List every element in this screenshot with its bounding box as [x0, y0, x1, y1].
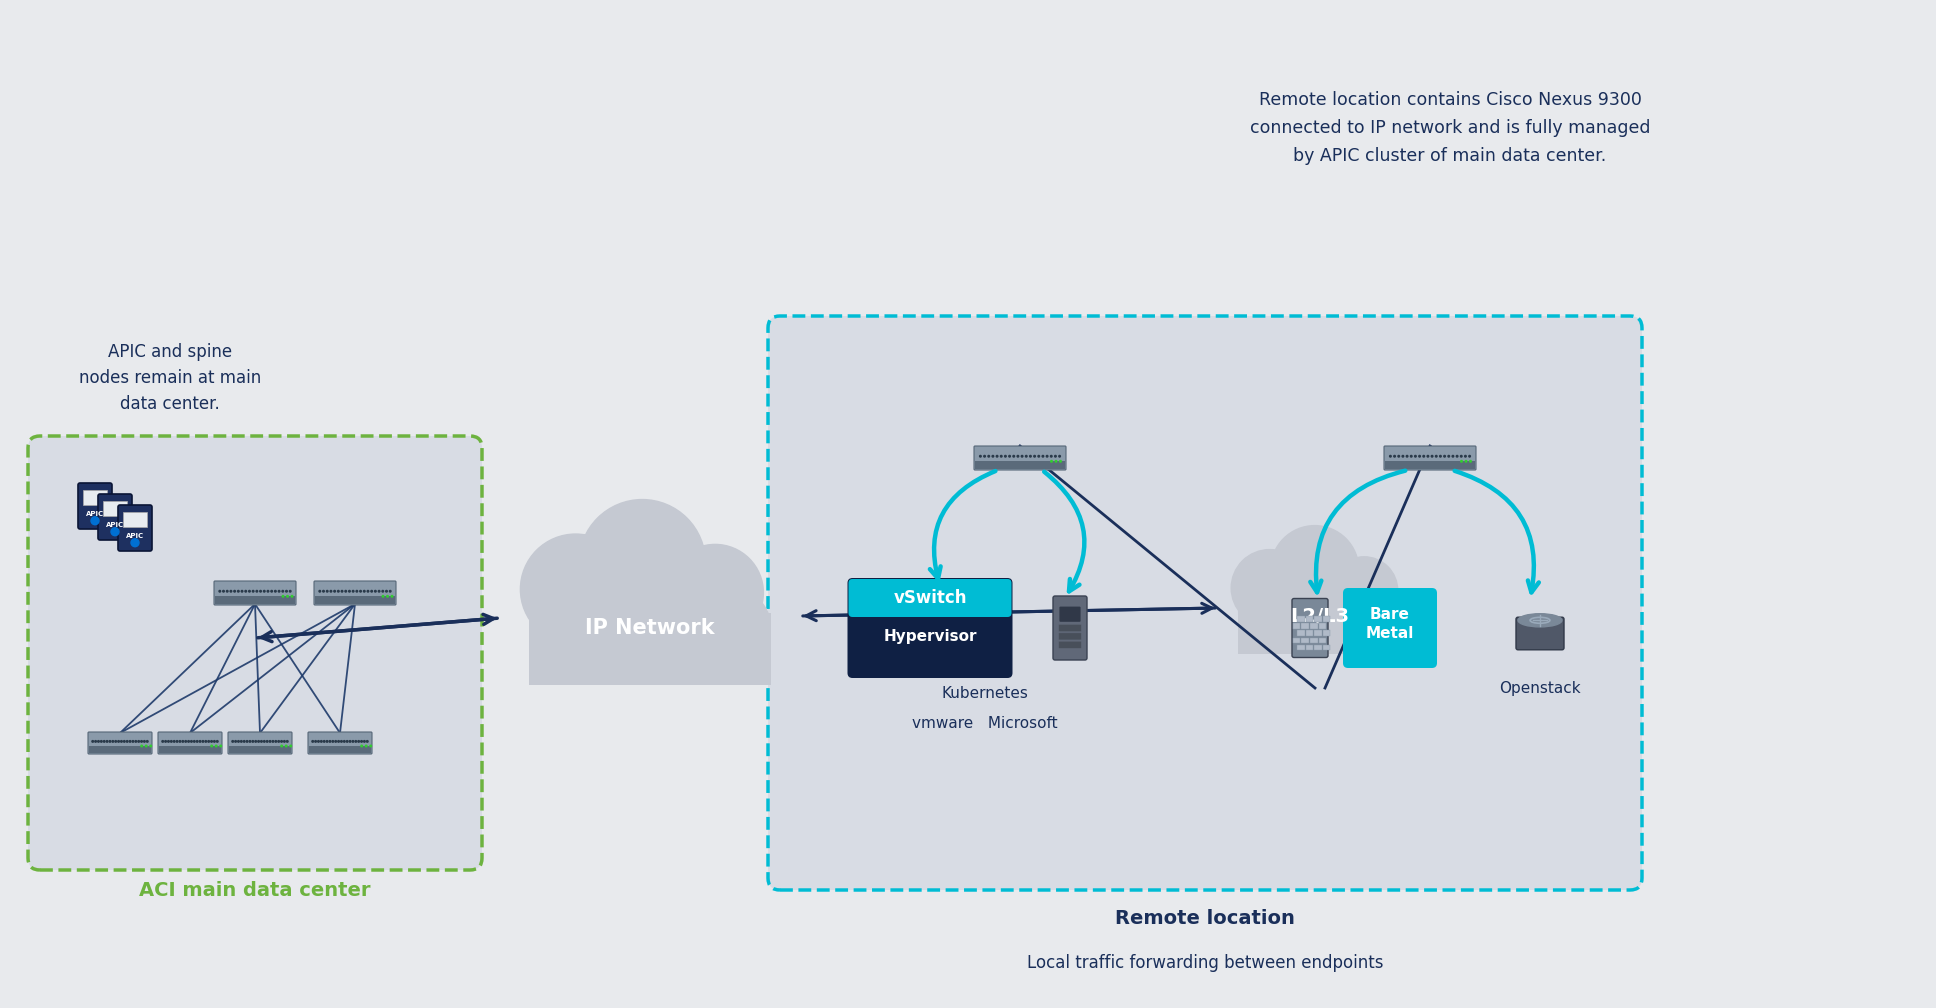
Circle shape	[1270, 525, 1359, 614]
FancyBboxPatch shape	[1311, 623, 1318, 629]
FancyBboxPatch shape	[848, 579, 1011, 617]
Circle shape	[110, 528, 118, 535]
FancyBboxPatch shape	[1315, 645, 1322, 650]
FancyBboxPatch shape	[1384, 446, 1475, 470]
FancyBboxPatch shape	[1318, 638, 1326, 643]
Circle shape	[521, 534, 631, 644]
FancyBboxPatch shape	[1322, 630, 1330, 636]
Text: Kubernetes: Kubernetes	[941, 685, 1028, 701]
Text: Remote location: Remote location	[1115, 908, 1295, 927]
FancyBboxPatch shape	[1297, 645, 1305, 650]
FancyBboxPatch shape	[316, 597, 395, 604]
Ellipse shape	[1518, 614, 1562, 627]
Ellipse shape	[1239, 572, 1402, 652]
Text: Local traffic forwarding between endpoints: Local traffic forwarding between endpoin…	[1026, 954, 1382, 972]
FancyBboxPatch shape	[1291, 599, 1328, 657]
FancyBboxPatch shape	[77, 483, 112, 529]
FancyBboxPatch shape	[1305, 645, 1313, 650]
FancyBboxPatch shape	[1297, 616, 1305, 622]
FancyBboxPatch shape	[1239, 605, 1402, 654]
FancyBboxPatch shape	[1301, 623, 1309, 629]
FancyBboxPatch shape	[159, 746, 221, 753]
Circle shape	[579, 500, 705, 626]
Text: vSwitch: vSwitch	[892, 589, 966, 607]
FancyBboxPatch shape	[1315, 616, 1322, 622]
FancyBboxPatch shape	[122, 512, 147, 527]
FancyBboxPatch shape	[1053, 596, 1086, 660]
FancyBboxPatch shape	[1516, 617, 1564, 650]
FancyBboxPatch shape	[308, 732, 372, 754]
FancyBboxPatch shape	[1301, 638, 1309, 643]
Text: Bare
Metal: Bare Metal	[1365, 607, 1413, 641]
FancyBboxPatch shape	[99, 494, 132, 540]
Text: APIC: APIC	[126, 532, 143, 538]
FancyBboxPatch shape	[314, 581, 397, 605]
FancyBboxPatch shape	[159, 732, 223, 754]
FancyBboxPatch shape	[1322, 616, 1330, 622]
FancyBboxPatch shape	[1384, 462, 1475, 469]
FancyBboxPatch shape	[1293, 638, 1301, 643]
Text: vmware   Microsoft: vmware Microsoft	[912, 716, 1057, 731]
FancyBboxPatch shape	[215, 581, 296, 605]
FancyBboxPatch shape	[83, 490, 106, 505]
Circle shape	[1330, 556, 1398, 624]
Text: APIC and spine
nodes remain at main
data center.: APIC and spine nodes remain at main data…	[79, 343, 261, 413]
FancyBboxPatch shape	[87, 732, 153, 754]
Ellipse shape	[530, 566, 771, 681]
FancyBboxPatch shape	[976, 462, 1065, 469]
Circle shape	[91, 517, 99, 525]
Text: ACI main data center: ACI main data center	[139, 881, 372, 899]
FancyBboxPatch shape	[974, 446, 1067, 470]
Text: Hypervisor: Hypervisor	[883, 629, 978, 643]
FancyBboxPatch shape	[1305, 630, 1313, 636]
Text: IP Network: IP Network	[585, 618, 714, 638]
FancyBboxPatch shape	[215, 597, 294, 604]
FancyBboxPatch shape	[89, 746, 151, 753]
Text: Remote location contains Cisco Nexus 9300
connected to IP network and is fully m: Remote location contains Cisco Nexus 930…	[1251, 91, 1649, 164]
FancyBboxPatch shape	[1344, 588, 1437, 668]
Text: L2/L3: L2/L3	[1291, 607, 1349, 626]
FancyBboxPatch shape	[1305, 616, 1313, 622]
Text: Openstack: Openstack	[1498, 680, 1582, 696]
Circle shape	[1231, 549, 1309, 626]
FancyBboxPatch shape	[1059, 633, 1082, 640]
FancyBboxPatch shape	[1059, 607, 1080, 622]
Text: APIC: APIC	[106, 521, 124, 527]
FancyBboxPatch shape	[1315, 630, 1322, 636]
FancyBboxPatch shape	[1059, 625, 1082, 631]
Circle shape	[132, 538, 139, 546]
Text: APIC: APIC	[85, 511, 105, 516]
FancyBboxPatch shape	[1059, 641, 1082, 648]
FancyBboxPatch shape	[1297, 630, 1305, 636]
FancyBboxPatch shape	[1311, 638, 1318, 643]
FancyBboxPatch shape	[1322, 645, 1330, 650]
FancyBboxPatch shape	[228, 746, 290, 753]
FancyBboxPatch shape	[228, 732, 292, 754]
FancyBboxPatch shape	[103, 501, 128, 516]
Circle shape	[666, 544, 763, 641]
FancyBboxPatch shape	[529, 614, 771, 684]
FancyBboxPatch shape	[848, 578, 1013, 678]
FancyBboxPatch shape	[769, 316, 1642, 890]
FancyBboxPatch shape	[27, 436, 482, 870]
FancyBboxPatch shape	[310, 746, 372, 753]
FancyBboxPatch shape	[118, 505, 153, 551]
FancyBboxPatch shape	[1293, 623, 1301, 629]
FancyBboxPatch shape	[1318, 623, 1326, 629]
